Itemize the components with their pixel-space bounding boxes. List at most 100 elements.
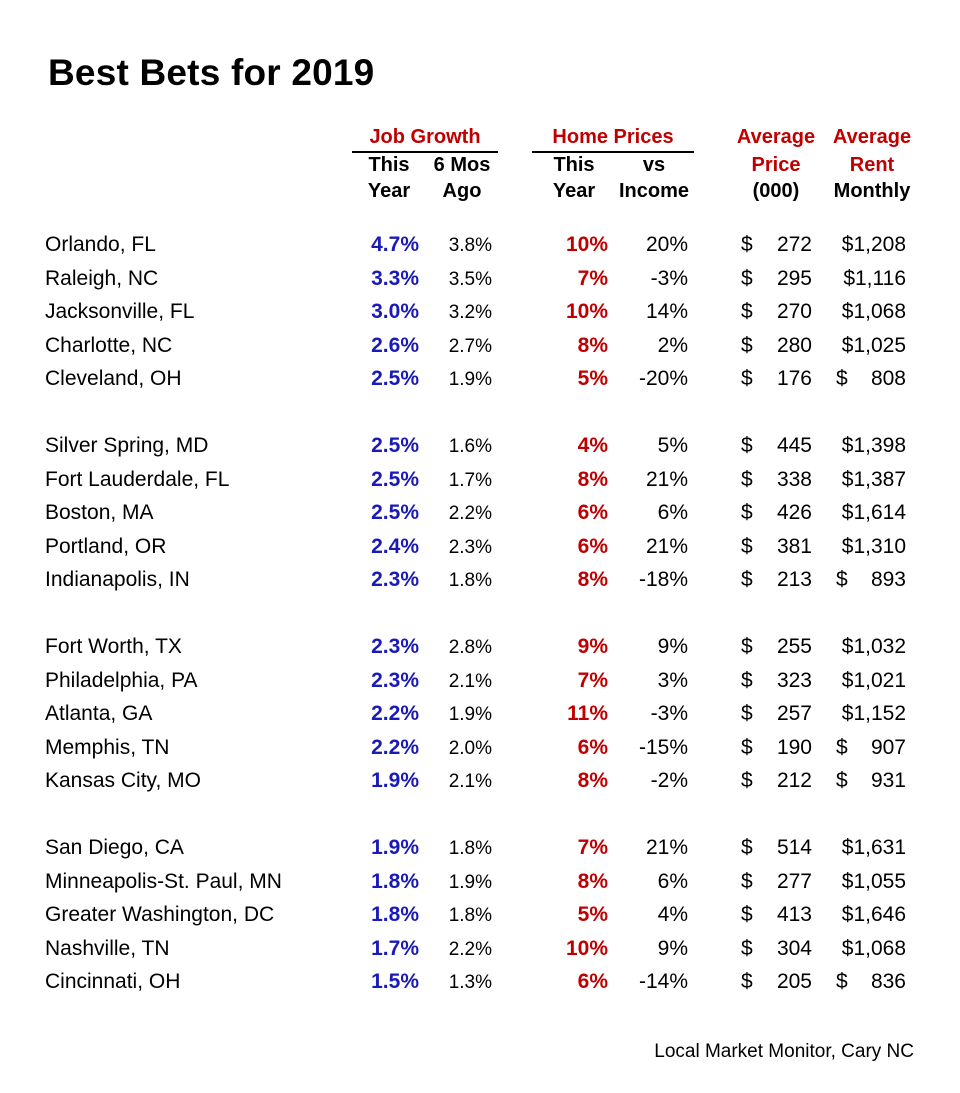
city-name: Kansas City, MO	[45, 769, 201, 792]
home-prices-vs-income: -14%	[638, 970, 688, 993]
city-name: Minneapolis-St. Paul, MN	[45, 869, 282, 893]
average-price: 338	[776, 467, 812, 491]
job-growth-this-year: 2.4%	[371, 534, 419, 558]
subheader-price-000: Price (000)	[751, 154, 801, 202]
city-name: Philadelphia, PA	[45, 668, 198, 692]
home-prices-this-year: 6%	[577, 534, 608, 558]
job-growth-6-mos-ago: 2.2%	[448, 938, 492, 960]
home-prices-vs-income: 5%	[657, 434, 688, 457]
job-growth-6-mos-ago: 2.1%	[448, 670, 492, 692]
home-prices-this-year: 4%	[577, 434, 608, 457]
job-growth-this-year: 2.5%	[371, 434, 419, 457]
rent-dollar-sign: $	[836, 970, 848, 993]
job-growth-this-year: 1.8%	[371, 903, 419, 926]
subheader-hp-vs-income: vs Income	[618, 154, 690, 202]
average-rent: $1,387	[841, 467, 906, 491]
home-prices-this-year: 11%	[567, 702, 608, 725]
home-prices-this-year: 8%	[577, 769, 608, 792]
job-growth-6-mos-ago: 2.7%	[448, 335, 492, 357]
home-prices-vs-income: 2%	[657, 333, 688, 357]
price-dollar-sign: $	[741, 836, 753, 859]
home-prices-this-year: 10%	[565, 936, 608, 960]
job-growth-this-year: 4.7%	[371, 233, 419, 256]
subheader-jg-this-year: This Year	[367, 154, 411, 202]
job-growth-6-mos-ago: 1.8%	[448, 838, 492, 859]
home-prices-this-year: 10%	[565, 233, 608, 256]
price-dollar-sign: $	[741, 266, 753, 290]
job-growth-6-mos-ago: 1.8%	[448, 570, 492, 591]
average-price: 205	[776, 970, 812, 993]
city-name: Atlanta, GA	[45, 702, 153, 725]
price-dollar-sign: $	[741, 568, 753, 591]
home-prices-this-year: 10%	[565, 300, 608, 323]
average-price: 176	[776, 367, 812, 390]
job-growth-this-year: 2.3%	[371, 568, 419, 591]
average-price: 413	[776, 903, 812, 926]
rent-dollar-sign: $	[836, 367, 848, 390]
home-prices-this-year: 8%	[577, 467, 608, 491]
average-price: 426	[776, 501, 812, 524]
average-rent: $1,398	[841, 434, 906, 457]
average-rent: $1,068	[841, 300, 906, 323]
average-price: 257	[776, 702, 812, 725]
subheader-hp-this-year: This Year	[552, 154, 596, 202]
page-title: Best Bets for 2019	[48, 52, 375, 93]
job-growth-6-mos-ago: 1.9%	[448, 704, 492, 725]
price-dollar-sign: $	[741, 300, 753, 323]
price-dollar-sign: $	[741, 501, 753, 524]
job-growth-this-year: 2.5%	[371, 467, 419, 491]
average-price: 190	[776, 735, 812, 759]
job-growth-this-year: 3.3%	[371, 266, 419, 290]
job-growth-this-year: 1.9%	[371, 769, 419, 792]
job-growth-6-mos-ago: 2.3%	[448, 536, 492, 558]
average-rent: 836	[870, 970, 906, 993]
job-growth-this-year: 2.2%	[371, 702, 419, 725]
average-price: 277	[776, 869, 812, 893]
header-job-growth-rule	[352, 151, 498, 153]
city-name: Indianapolis, IN	[45, 568, 190, 591]
average-rent: $1,152	[841, 702, 906, 725]
subheader-jg-6mos-ago: 6 Mos Ago	[433, 154, 491, 202]
city-name: Boston, MA	[45, 501, 154, 524]
price-dollar-sign: $	[741, 668, 753, 692]
price-dollar-sign: $	[741, 233, 753, 256]
job-growth-6-mos-ago: 2.1%	[448, 771, 492, 792]
home-prices-vs-income: 3%	[657, 668, 688, 692]
job-growth-6-mos-ago: 1.9%	[448, 871, 492, 893]
home-prices-vs-income: 4%	[657, 903, 688, 926]
city-name: Portland, OR	[45, 534, 167, 558]
city-name: Jacksonville, FL	[45, 300, 195, 323]
home-prices-vs-income: 6%	[657, 501, 688, 524]
home-prices-vs-income: -18%	[638, 568, 688, 591]
city-name: Silver Spring, MD	[45, 434, 209, 457]
job-growth-this-year: 2.5%	[371, 501, 419, 524]
home-prices-this-year: 8%	[577, 869, 608, 893]
home-prices-this-year: 8%	[577, 333, 608, 357]
city-name: Memphis, TN	[45, 735, 170, 759]
job-growth-6-mos-ago: 1.8%	[448, 905, 492, 926]
home-prices-vs-income: 21%	[645, 467, 688, 491]
home-prices-vs-income: -20%	[638, 367, 688, 390]
job-growth-6-mos-ago: 3.8%	[448, 235, 492, 256]
average-price: 212	[776, 769, 812, 792]
average-rent: $1,068	[841, 936, 906, 960]
header-average-rent: Average	[832, 126, 912, 148]
average-price: 295	[776, 266, 812, 290]
source-credit: Local Market Monitor, Cary NC	[654, 1041, 914, 1062]
average-rent: $1,032	[841, 635, 906, 658]
city-name: Nashville, TN	[45, 936, 170, 960]
price-dollar-sign: $	[741, 367, 753, 390]
home-prices-this-year: 9%	[577, 635, 608, 658]
job-growth-this-year: 2.5%	[371, 367, 419, 390]
price-dollar-sign: $	[741, 903, 753, 926]
average-rent: $1,646	[841, 903, 906, 926]
average-rent: $1,631	[841, 836, 906, 859]
average-price: 272	[776, 233, 812, 256]
price-dollar-sign: $	[741, 735, 753, 759]
job-growth-6-mos-ago: 1.6%	[448, 436, 492, 457]
average-price: 280	[776, 333, 812, 357]
home-prices-vs-income: 20%	[645, 233, 688, 256]
home-prices-this-year: 7%	[577, 836, 608, 859]
job-growth-this-year: 1.8%	[371, 869, 419, 893]
city-name: San Diego, CA	[45, 836, 184, 859]
